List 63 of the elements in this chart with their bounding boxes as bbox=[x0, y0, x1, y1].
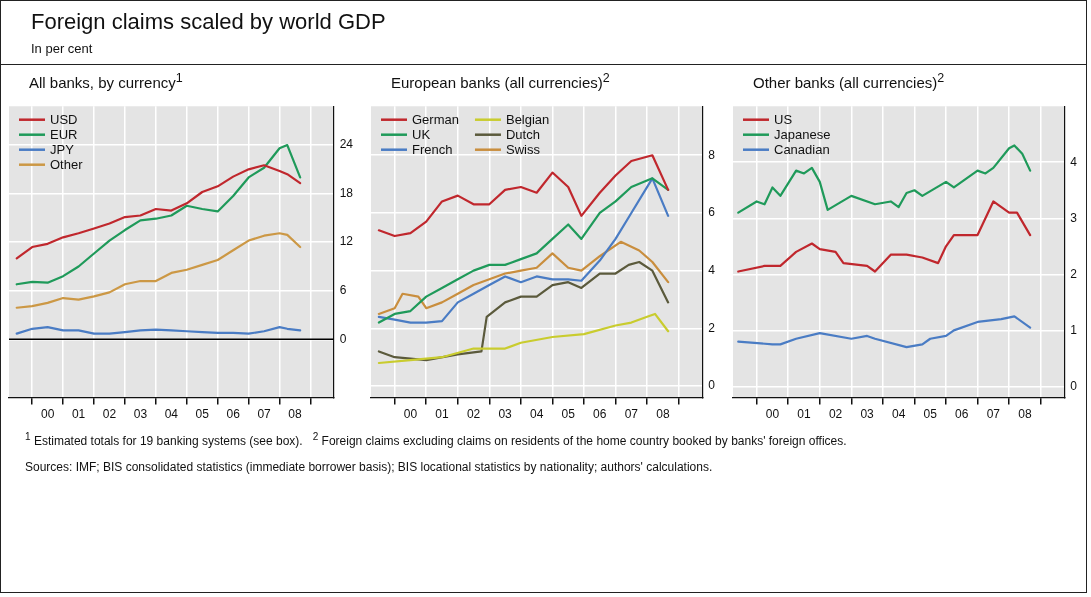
y-tick-label: 8 bbox=[708, 147, 716, 162]
x-tick-label: 05 bbox=[923, 407, 938, 422]
x-tick-label: 03 bbox=[133, 407, 148, 422]
legend-label: Other bbox=[50, 157, 84, 173]
x-tick-label: 04 bbox=[164, 407, 179, 422]
x-tick-label: 05 bbox=[195, 407, 210, 422]
chart-title: Other banks (all currencies)$^{2}$ bbox=[753, 71, 946, 91]
y-tick-label: 6 bbox=[339, 283, 347, 298]
legend-label: Belgian bbox=[505, 112, 550, 128]
chart-title: European banks (all currencies)$^{2}$ bbox=[391, 71, 611, 91]
legend-label: Swiss bbox=[505, 142, 541, 158]
text: $^{2}$ Foreign claims excluding claims on residents of the home country booked by banks' foreign offices. bbox=[312, 431, 847, 448]
y-tick-label: 0 bbox=[339, 331, 347, 346]
x-tick-label: 00 bbox=[403, 407, 418, 422]
x-tick-label: 08 bbox=[288, 407, 302, 422]
legend-label: USD bbox=[50, 112, 78, 128]
x-tick-label: 05 bbox=[561, 407, 576, 422]
y-tick-label: 2 bbox=[708, 320, 716, 335]
y-tick-label: 0 bbox=[708, 378, 716, 393]
text: $^{1}$ Estimated totals for 19 banking systems (see box). bbox=[25, 431, 303, 448]
y-tick-label: 2 bbox=[1070, 266, 1078, 281]
x-tick-label: 02 bbox=[102, 407, 117, 422]
x-tick-label: 01 bbox=[435, 407, 449, 422]
x-tick-label: 08 bbox=[656, 407, 670, 422]
legend-label: French bbox=[412, 142, 453, 158]
y-tick-label: 6 bbox=[708, 205, 716, 220]
x-tick-label: 01 bbox=[797, 407, 811, 422]
legend-label: EUR bbox=[50, 127, 78, 143]
legend-label: Canadian bbox=[774, 142, 830, 158]
x-tick-label: 04 bbox=[529, 407, 544, 422]
y-tick-label: 24 bbox=[339, 137, 354, 152]
x-tick-label: 00 bbox=[40, 407, 55, 422]
x-tick-label: 06 bbox=[955, 407, 969, 422]
text: Foreign claims scaled by world GDP bbox=[30, 9, 387, 36]
x-tick-label: 00 bbox=[765, 407, 780, 422]
x-tick-label: 06 bbox=[226, 407, 241, 422]
y-tick-label: 4 bbox=[1070, 154, 1078, 169]
y-tick-label: 3 bbox=[1070, 210, 1078, 225]
y-tick-label: 1 bbox=[1070, 322, 1078, 337]
x-tick-label: 03 bbox=[860, 407, 875, 422]
x-tick-label: 07 bbox=[257, 407, 272, 422]
x-tick-label: 02 bbox=[828, 407, 843, 422]
legend-label: JPY bbox=[50, 142, 75, 158]
x-tick-label: 01 bbox=[71, 407, 86, 422]
x-tick-label: 07 bbox=[624, 407, 639, 422]
y-tick-label: 4 bbox=[708, 262, 716, 277]
x-tick-label: 03 bbox=[498, 407, 513, 422]
legend-label: Dutch bbox=[505, 127, 540, 143]
legend-label: German bbox=[412, 112, 459, 128]
legend-label: Japanese bbox=[774, 127, 831, 143]
chart-title: All banks, by currency$^{1}$ bbox=[29, 71, 184, 91]
x-tick-label: 08 bbox=[1018, 407, 1032, 422]
x-tick-label: 07 bbox=[986, 407, 1001, 422]
y-tick-label: 0 bbox=[1070, 378, 1078, 393]
x-tick-label: 04 bbox=[891, 407, 906, 422]
x-tick-label: 06 bbox=[593, 407, 607, 422]
source-note: Sources: IMF; BIS consolidated statistics (immediate borrower basis); BIS locational statistics by nationality; authors' calculations. bbox=[25, 459, 714, 475]
y-tick-label: 12 bbox=[339, 234, 354, 249]
legend-label: UK bbox=[412, 127, 431, 143]
text: In per cent bbox=[30, 41, 94, 58]
y-tick-label: 18 bbox=[339, 185, 354, 200]
legend-label: US bbox=[774, 112, 793, 128]
x-tick-label: 02 bbox=[466, 407, 481, 422]
